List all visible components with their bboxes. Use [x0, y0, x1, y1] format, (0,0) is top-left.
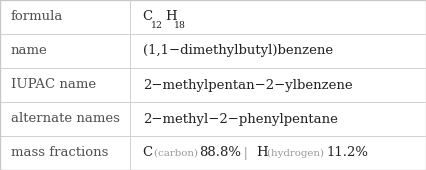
Text: alternate names: alternate names — [11, 113, 120, 125]
Text: 88.8%: 88.8% — [199, 147, 242, 159]
Text: H: H — [165, 11, 176, 23]
Text: mass fractions: mass fractions — [11, 147, 108, 159]
Text: IUPAC name: IUPAC name — [11, 79, 96, 91]
Text: (carbon): (carbon) — [152, 149, 200, 157]
Text: (hydrogen): (hydrogen) — [265, 148, 326, 158]
Text: 18: 18 — [174, 21, 186, 30]
Text: 2−methyl−2−phenylpentane: 2−methyl−2−phenylpentane — [143, 113, 337, 125]
Text: name: name — [11, 45, 47, 57]
Text: H: H — [256, 147, 268, 159]
Text: (1,1−dimethylbutyl)benzene: (1,1−dimethylbutyl)benzene — [143, 45, 333, 57]
Text: 12: 12 — [151, 21, 163, 30]
Text: C: C — [143, 147, 153, 159]
Text: 2−methylpentan−2−ylbenzene: 2−methylpentan−2−ylbenzene — [143, 79, 352, 91]
Text: |: | — [235, 147, 256, 159]
Text: 11.2%: 11.2% — [327, 147, 369, 159]
Text: C: C — [143, 11, 153, 23]
Text: formula: formula — [11, 11, 63, 23]
